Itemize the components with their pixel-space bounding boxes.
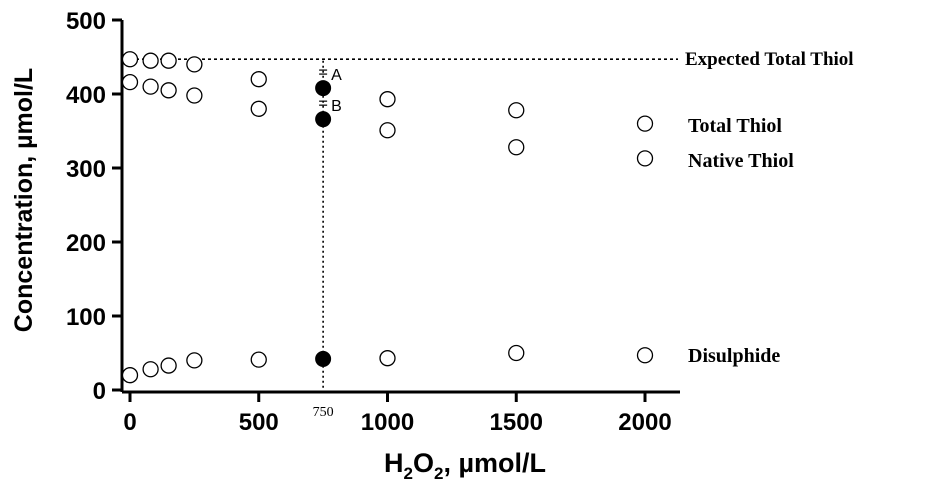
point-native-thiol [508,139,525,156]
y-tick-label: 100 [66,304,106,331]
series-label: Disulphide [688,345,780,367]
point-total-thiol [379,91,396,108]
series-labels: Total Thiol Native Thiol Disulphide [688,115,794,367]
point-total-thiol [508,102,525,119]
y-axis: 0 100 200 300 400 500 [66,8,124,405]
x-tick-label: 0 [123,409,136,436]
x-tick-label: 1000 [361,409,414,436]
point-total-thiol [636,115,654,132]
point-total-thiol [160,52,177,69]
point-total-thiol [142,52,159,69]
y-tick-label: 500 [66,8,106,35]
y-tick-label: 200 [66,230,106,257]
point-disulphide [636,347,654,364]
point-disulphide [508,344,525,362]
point-total-thiol [186,56,203,73]
point-disulphide [160,357,177,374]
point-native-thiol [250,100,267,117]
series-label: Native Thiol [688,150,794,172]
data-points: AB [121,51,654,384]
point-disulphide [142,361,159,378]
highlight-point [315,80,332,97]
x-axis-title: H2O2, µmol/L [384,448,546,483]
guide-lines: Expected Total Thiol 750 [130,49,854,420]
series-label: Total Thiol [688,115,782,137]
x-tick-label: 1500 [490,409,543,436]
point-native-thiol [186,87,203,104]
y-tick-label: 0 [93,378,106,405]
point-native-thiol [160,82,177,99]
point-disulphide [186,352,203,369]
marker-label: 750 [313,405,334,420]
expected-total-label: Expected Total Thiol [685,49,854,70]
x-axis: 0 500 1000 1500 2000 [122,390,680,436]
highlight-point [315,111,332,128]
y-tick-label: 300 [66,156,106,183]
point-total-thiol [250,71,267,88]
y-tick-label: 400 [66,82,106,109]
point-annotation: A [331,67,342,84]
point-native-thiol [121,74,139,91]
x-tick-label: 500 [239,409,279,436]
x-tick-label: 2000 [618,409,671,436]
y-axis-title: Concentration, µmol/L [10,68,38,332]
point-annotation: B [331,98,342,115]
point-disulphide [379,350,396,367]
point-disulphide [121,367,139,384]
point-native-thiol [636,150,654,167]
point-native-thiol [142,78,159,95]
point-total-thiol [121,51,139,68]
point-native-thiol [379,122,396,139]
point-disulphide [250,351,267,368]
highlight-point [315,350,332,367]
